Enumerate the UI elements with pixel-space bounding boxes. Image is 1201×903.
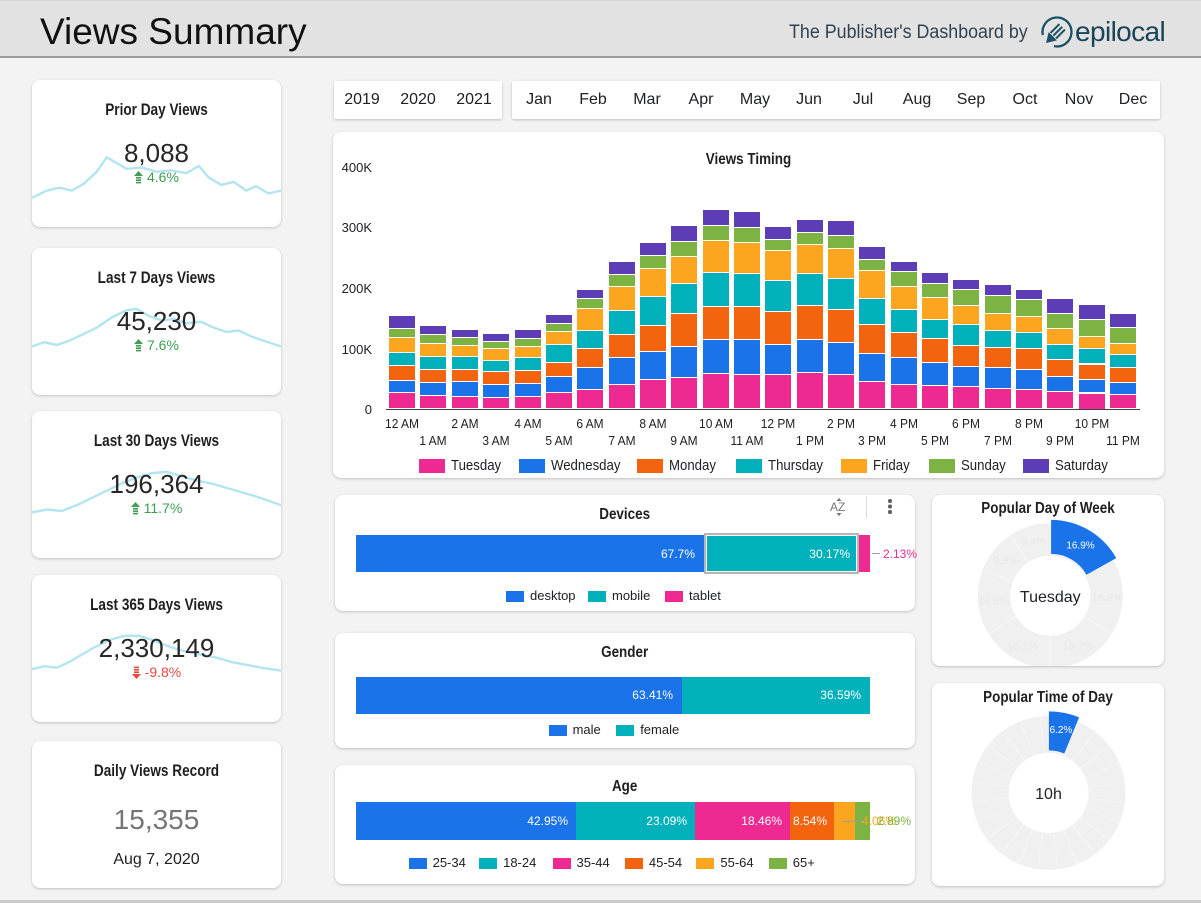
- svg-text:16.9%: 16.9%: [1066, 540, 1094, 551]
- svg-text:AZ: AZ: [830, 500, 845, 514]
- svg-text:Tuesday: Tuesday: [1019, 588, 1080, 605]
- svg-text:16.9%: 16.9%: [1091, 592, 1122, 604]
- svg-text:6.2%: 6.2%: [1049, 725, 1072, 736]
- svg-text:9.4%: 9.4%: [1021, 536, 1046, 548]
- svg-text:9.9%: 9.9%: [993, 555, 1018, 567]
- svg-text:16.2%: 16.2%: [1062, 640, 1093, 652]
- svg-text:16.2%: 16.2%: [1006, 640, 1037, 652]
- svg-text:10h: 10h: [1035, 786, 1062, 803]
- svg-text:14.6%: 14.6%: [977, 596, 1008, 608]
